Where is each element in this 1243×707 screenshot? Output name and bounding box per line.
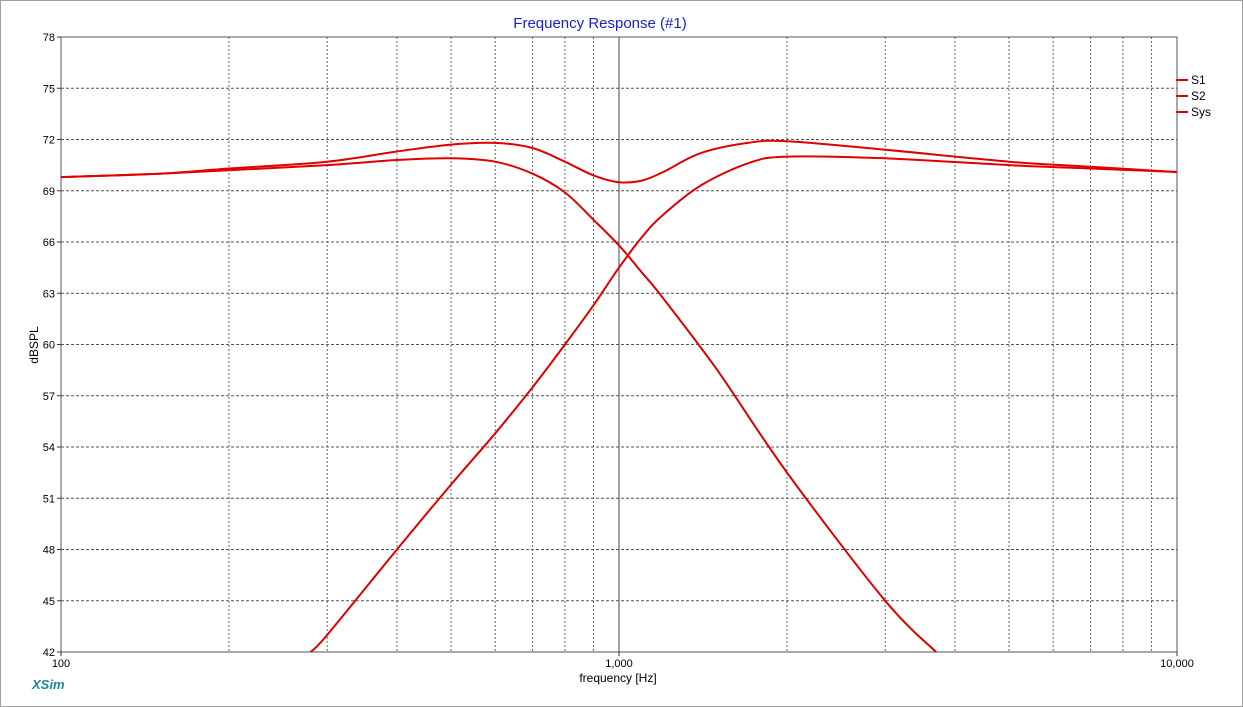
series-lines bbox=[61, 139, 1177, 652]
y-tick-label-2: 48 bbox=[43, 545, 55, 557]
series-line-s2 bbox=[309, 155, 1177, 652]
brand-logo: XSim bbox=[31, 677, 65, 692]
chart-title: Frequency Response (#1) bbox=[513, 15, 686, 32]
y-tick-label-5: 57 bbox=[43, 391, 55, 403]
y-tick-label-11: 75 bbox=[43, 83, 55, 95]
legend: S1 S2 Sys bbox=[1176, 73, 1211, 119]
series-line-s1 bbox=[61, 157, 937, 652]
y-tick-label-3: 51 bbox=[43, 493, 55, 505]
y-tick-label-7: 63 bbox=[43, 288, 55, 300]
legend-label-s2: S2 bbox=[1191, 89, 1206, 103]
grid bbox=[61, 37, 1177, 652]
y-tick-label-1: 45 bbox=[43, 596, 55, 608]
y-axis: 42 45 48 51 54 57 60 63 66 69 72 75 78 bbox=[43, 32, 61, 659]
x-tick-label-1: 1,000 bbox=[605, 658, 633, 670]
y-tick-label-6: 60 bbox=[43, 340, 55, 352]
x-tick-label-2: 10,000 bbox=[1160, 658, 1194, 670]
legend-label-s1: S1 bbox=[1191, 73, 1206, 87]
y-tick-label-10: 72 bbox=[43, 135, 55, 147]
y-tick-label-9: 69 bbox=[43, 186, 55, 198]
x-tick-label-0: 100 bbox=[52, 658, 70, 670]
series-line-sys bbox=[61, 139, 1177, 184]
legend-label-sys: Sys bbox=[1191, 105, 1211, 119]
x-axis: 100 1,000 10,000 bbox=[52, 652, 1194, 670]
y-tick-label-12: 78 bbox=[43, 32, 55, 44]
y-tick-label-8: 66 bbox=[43, 237, 55, 249]
y-tick-label-0: 42 bbox=[43, 647, 55, 659]
y-axis-label: dBSPL bbox=[27, 326, 41, 364]
y-tick-label-4: 54 bbox=[43, 442, 55, 454]
x-axis-label: frequency [Hz] bbox=[579, 671, 656, 685]
